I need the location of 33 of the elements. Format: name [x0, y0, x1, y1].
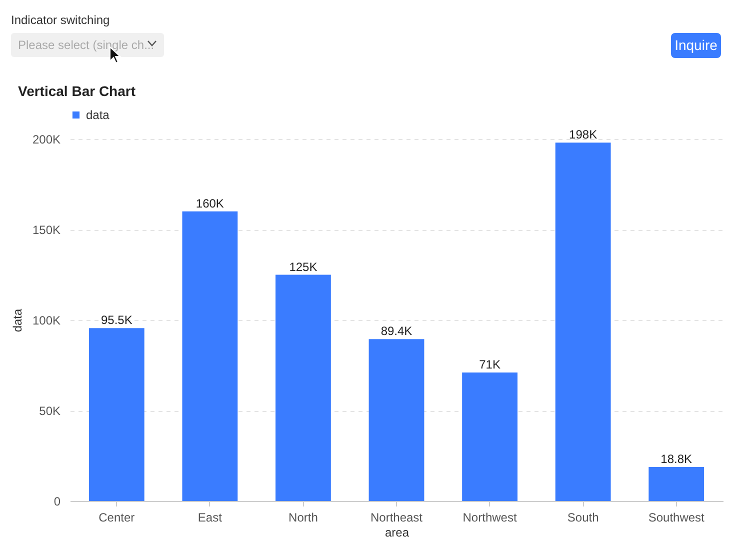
- y-axis-title: data: [10, 308, 24, 332]
- data-label: 125K: [289, 260, 318, 274]
- x-tick-label: Northwest: [462, 510, 518, 524]
- text: Indicator switching: [11, 13, 110, 27]
- data-label: 160K: [196, 196, 224, 210]
- x-tick-label: Center: [98, 510, 135, 524]
- x-tick-label: South: [567, 510, 599, 524]
- bar: [182, 211, 238, 501]
- data-label: 18.8K: [660, 452, 692, 466]
- y-tick-label: 100K: [32, 314, 60, 328]
- select-field: Please select (single ch...: [11, 33, 164, 57]
- data-label: 71K: [479, 357, 500, 372]
- data-label: 95.5K: [100, 313, 132, 328]
- x-tick-label: East: [198, 510, 223, 524]
- legend-label: data: [86, 108, 110, 122]
- y-tick-label: 150K: [32, 223, 60, 237]
- bar: [462, 372, 518, 501]
- x-axis-title: area: [384, 526, 410, 540]
- x-tick-label: North: [288, 510, 318, 524]
- y-tick-label: 0: [54, 494, 61, 508]
- bar: [555, 142, 611, 501]
- bar: [276, 274, 331, 501]
- bar: [648, 466, 704, 501]
- data-label: 198K: [569, 128, 598, 142]
- chart-title: Vertical Bar Chart: [18, 83, 136, 99]
- y-tick-label: 200K: [32, 132, 60, 146]
- x-tick-label: Southwest: [648, 510, 706, 524]
- y-tick-label: 50K: [39, 404, 60, 418]
- x-tick-label: Northeast: [370, 510, 424, 524]
- bar: [368, 339, 424, 501]
- button: Inquire: [671, 33, 721, 58]
- data-label: 89.4K: [380, 324, 412, 338]
- bar: [88, 328, 144, 501]
